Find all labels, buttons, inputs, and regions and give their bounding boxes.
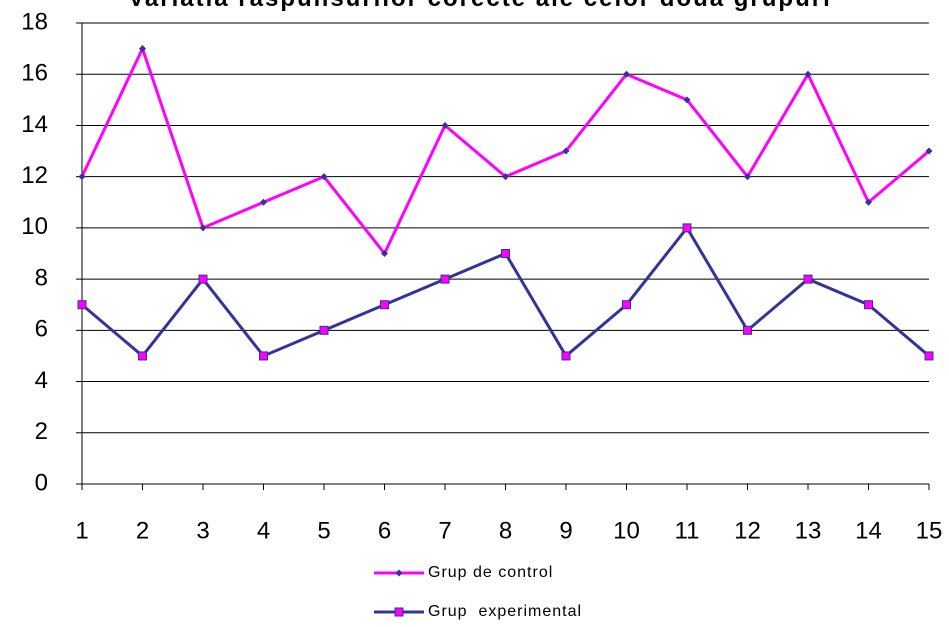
x-tick-label: 14 [855, 517, 882, 544]
y-tick-label: 10 [21, 213, 48, 240]
y-tick-label: 4 [35, 367, 48, 394]
x-tick-label: 5 [317, 517, 330, 544]
point [803, 274, 813, 284]
point [744, 173, 751, 181]
y-tick-label: 18 [21, 8, 48, 35]
y-tick-label: 12 [21, 162, 48, 189]
point [562, 147, 570, 155]
point [622, 300, 631, 310]
legend-marker [395, 569, 403, 577]
chart-title: Variatia raspunsurilor corecte ale celor… [125, 0, 835, 15]
x-tick-label: 11 [675, 517, 700, 544]
point [924, 351, 934, 361]
series-line [80, 44, 930, 257]
x-tick-label: 12 [734, 517, 761, 544]
y-tick-label: 6 [35, 316, 48, 343]
legend-label: Grup experimental [428, 603, 582, 620]
point [743, 325, 752, 335]
y-tick-label: 16 [21, 60, 48, 87]
x-tick-label: 10 [613, 517, 640, 544]
point [139, 45, 146, 53]
series-line [81, 225, 930, 359]
point [78, 173, 86, 181]
x-tick-label: 2 [136, 517, 149, 544]
x-tick-label: 6 [378, 517, 391, 544]
point [259, 351, 268, 361]
point [381, 250, 388, 257]
x-tick-label: 13 [795, 517, 822, 544]
point [77, 300, 87, 310]
legend-marker [394, 607, 404, 617]
point [199, 224, 207, 232]
point [319, 325, 329, 335]
point [380, 300, 389, 310]
x-tick-label: 4 [257, 517, 270, 544]
point [138, 351, 147, 361]
y-tick-label: 2 [35, 418, 48, 445]
x-tick-label: 1 [75, 517, 88, 544]
x-tick-label: 3 [196, 517, 209, 544]
x-tick-label: 8 [499, 517, 512, 544]
point [561, 351, 571, 361]
point [320, 173, 328, 181]
point [501, 249, 510, 258]
point [864, 300, 873, 310]
point [683, 96, 691, 104]
point [198, 274, 208, 284]
point [865, 198, 872, 206]
point [804, 70, 812, 78]
point [440, 274, 450, 284]
y-tick-label: 0 [35, 469, 48, 496]
point [441, 121, 449, 129]
point [260, 198, 267, 206]
x-tick-label: 7 [438, 517, 451, 544]
x-tick-label: 9 [559, 517, 572, 544]
legend-label: Grup de control [428, 564, 553, 581]
point [502, 173, 509, 181]
point [925, 147, 933, 155]
y-tick-label: 8 [35, 264, 48, 291]
y-tick-label: 14 [21, 111, 48, 138]
point [682, 223, 692, 233]
point [623, 70, 630, 78]
x-tick-label: 15 [916, 517, 943, 544]
